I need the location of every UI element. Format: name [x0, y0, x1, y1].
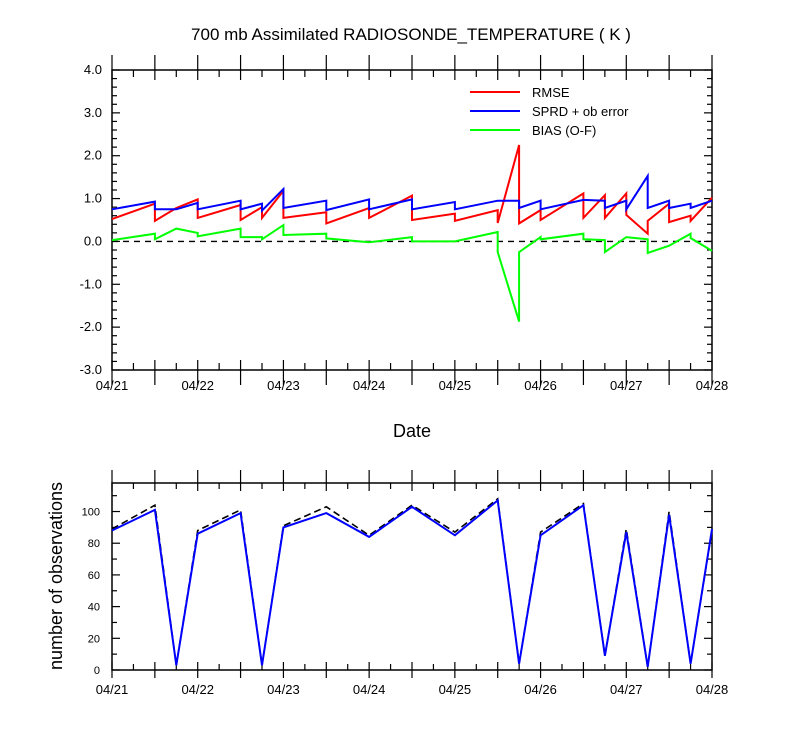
x-tick-label: 04/27 — [610, 682, 643, 697]
x-tick-label: 04/21 — [96, 378, 129, 393]
y-tick-label: 20 — [88, 633, 100, 645]
x-tick-label: 04/24 — [353, 378, 386, 393]
x-tick-label: 04/28 — [696, 378, 729, 393]
y-tick-label: -3.0 — [80, 362, 102, 377]
x-tick-label: 04/25 — [439, 682, 472, 697]
y-tick-label: 60 — [88, 570, 100, 582]
y-tick-label: 3.0 — [84, 105, 102, 120]
y-tick-label: -1.0 — [80, 276, 102, 291]
series-line-assimilated-observations — [111, 498, 713, 667]
x-tick-label: 04/25 — [439, 378, 472, 393]
x-tick-label: 04/24 — [353, 682, 386, 697]
legend: RMSE SPRD + ob error BIAS (O-F) — [470, 85, 629, 138]
legend-label: RMSE — [532, 85, 570, 100]
series-line-possible-observations — [111, 497, 713, 667]
x-tick-label: 04/21 — [96, 682, 129, 697]
y-tick-label: 80 — [88, 538, 100, 550]
top-plot-area: 04/21 04/22 04/23 04/24 04/25 04/26 04/27 04/28… — [80, 55, 729, 393]
x-tick-label: 04/28 — [696, 682, 729, 697]
series-line-rmse — [111, 144, 713, 236]
x-tick-label: 04/22 — [181, 378, 214, 393]
y-tick-label: 4.0 — [84, 62, 102, 77]
y-tick-label: 0.0 — [84, 233, 102, 248]
y-tick-label: 100 — [82, 507, 100, 519]
x-axis-title: Date — [393, 421, 431, 441]
legend-label: SPRD + ob error — [532, 104, 629, 119]
x-tick-label: 04/22 — [181, 682, 214, 697]
x-tick-label: 04/27 — [610, 378, 643, 393]
x-tick-label: 04/23 — [267, 378, 300, 393]
bottom-plot-area: 04/21 04/22 04/23 04/24 04/25 04/26 04/27 04/28… — [82, 470, 729, 697]
x-tick-label: 04/23 — [267, 682, 300, 697]
legend-label: BIAS (O-F) — [532, 123, 596, 138]
top-chart-panel: 700 mb Assimilated RADIOSONDE_TEMPERATUR… — [80, 25, 729, 441]
y-tick-label: 0 — [94, 665, 100, 677]
y-tick-label: 40 — [88, 602, 100, 614]
x-tick-label: 04/26 — [524, 378, 557, 393]
series-line-sprd-ob-error — [111, 172, 713, 214]
y-tick-label: -2.0 — [80, 319, 102, 334]
x-tick-label: 04/26 — [524, 682, 557, 697]
plot-frame — [111, 482, 713, 671]
series-line-bias-o-f — [111, 223, 713, 322]
y-tick-label: 2.0 — [84, 148, 102, 163]
chart-title: 700 mb Assimilated RADIOSONDE_TEMPERATUR… — [191, 25, 631, 44]
y-axis-title: number of observations — [46, 482, 66, 670]
bottom-chart-panel: 04/21 04/22 04/23 04/24 04/25 04/26 04/27 04/28… — [46, 470, 728, 697]
y-tick-label: 1.0 — [84, 191, 102, 206]
